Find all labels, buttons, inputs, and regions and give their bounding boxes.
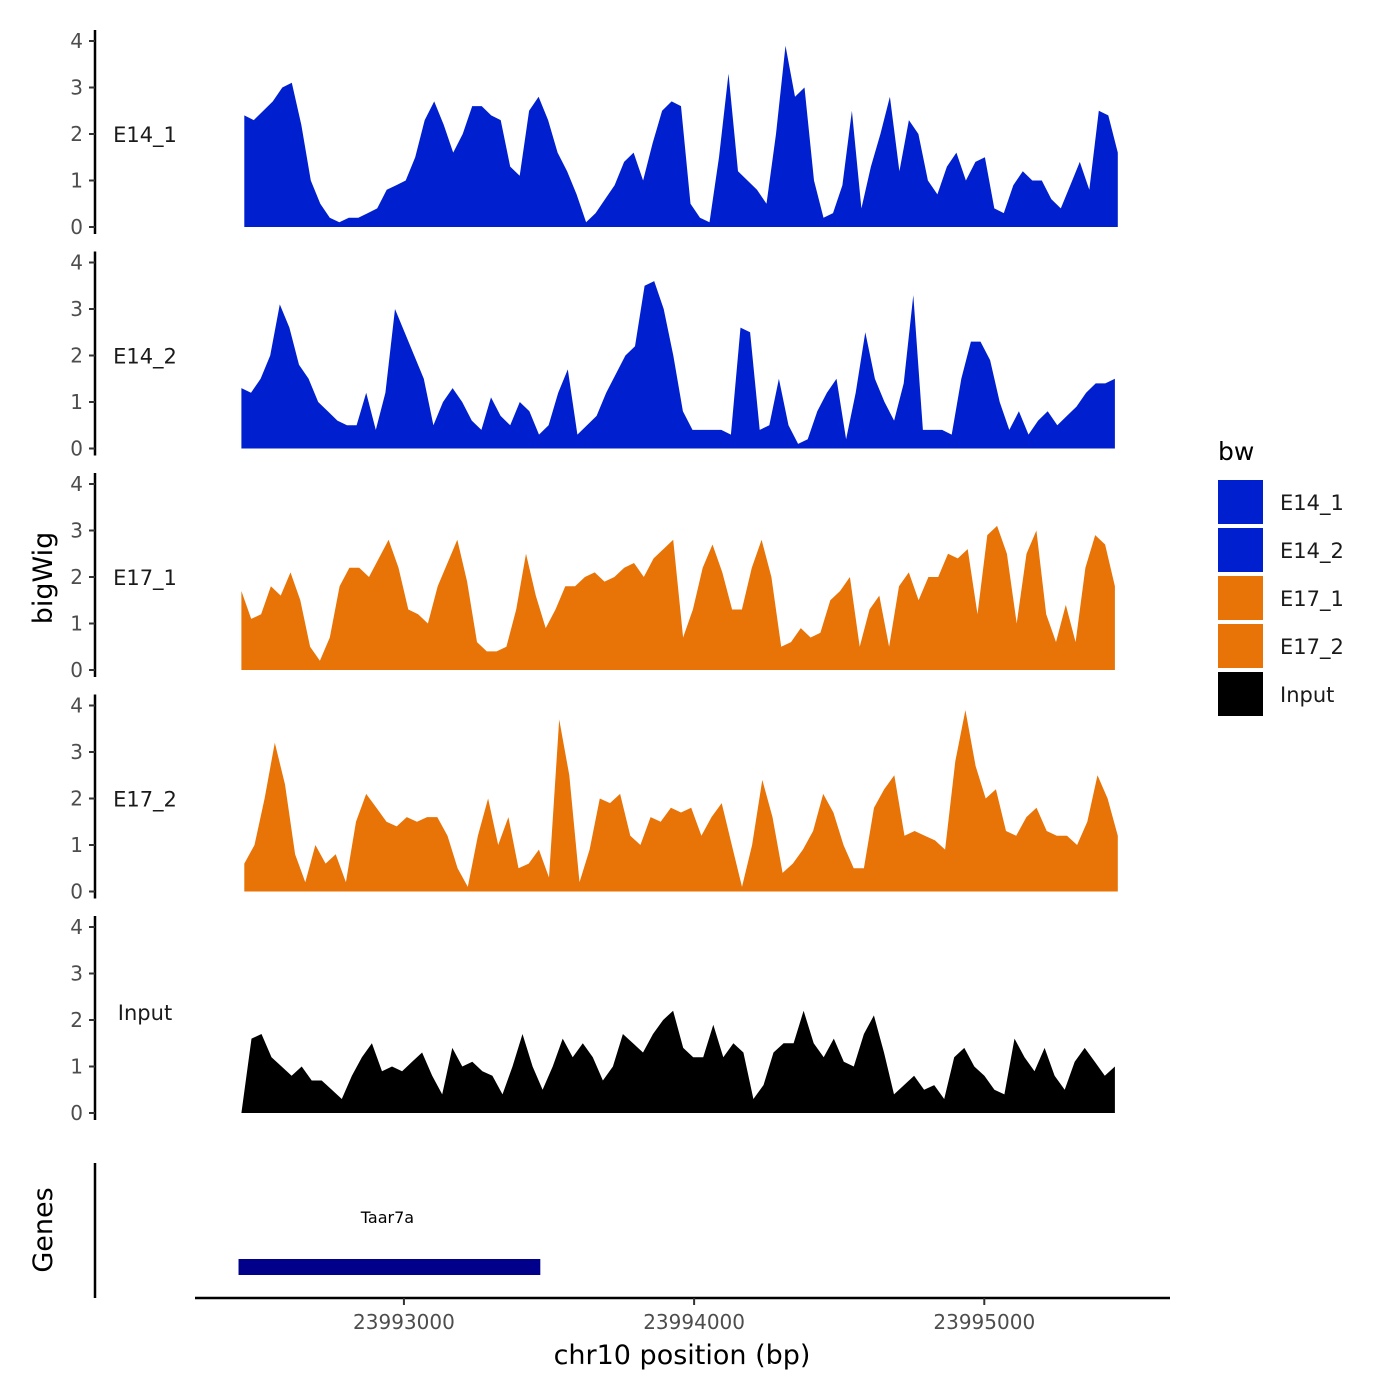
legend-key xyxy=(1218,528,1263,572)
legend: bw E14_1 E14_2 E17_1 E17_2 Input xyxy=(1218,437,1344,716)
x-tick-label: 23994000 xyxy=(643,1310,745,1334)
series-area-e14-1 xyxy=(244,45,1118,228)
gene-track-title: Genes xyxy=(28,1187,59,1272)
gene-track: Genes Taar7a xyxy=(28,1163,541,1298)
series-area-input xyxy=(241,1010,1115,1113)
gene-body xyxy=(238,1259,541,1275)
legend-title: bw xyxy=(1218,437,1254,466)
y-tick-label: 4 xyxy=(70,694,83,718)
y-tick-label: 1 xyxy=(70,390,83,414)
track-panel: 0 1 2 3 4 E14_1 xyxy=(70,29,1118,239)
y-tick-label: 2 xyxy=(70,1008,83,1032)
track-panel: 0 1 2 3 4 E17_2 xyxy=(70,694,1118,904)
y-tick-label: 4 xyxy=(70,915,83,939)
y-tick-label: 3 xyxy=(70,297,83,321)
y-tick-label: 3 xyxy=(70,740,83,764)
y-tick-label: 2 xyxy=(70,565,83,589)
y-tick-label: 0 xyxy=(70,437,83,461)
y-tick-label: 1 xyxy=(70,1055,83,1079)
track-panel: 0 1 2 3 4 E14_2 xyxy=(70,251,1115,461)
legend-label: E17_1 xyxy=(1280,587,1344,612)
legend-label: Input xyxy=(1280,683,1334,707)
legend-key xyxy=(1218,480,1263,524)
track-label: E17_2 xyxy=(113,788,177,813)
legend-label: E17_2 xyxy=(1280,635,1344,660)
legend-key xyxy=(1218,624,1263,668)
track-label: E17_1 xyxy=(113,566,177,591)
y-tick-label: 0 xyxy=(70,658,83,682)
y-tick-label: 4 xyxy=(70,251,83,275)
y-tick-label: 0 xyxy=(70,880,83,904)
y-tick-label: 4 xyxy=(70,472,83,496)
y-tick-label: 2 xyxy=(70,787,83,811)
y-tick-label: 1 xyxy=(70,612,83,636)
y-tick-label: 2 xyxy=(70,344,83,368)
y-tick-label: 4 xyxy=(70,29,83,53)
x-tick-label: 23995000 xyxy=(933,1310,1035,1334)
y-tick-label: 3 xyxy=(70,76,83,100)
gene-label: Taar7a xyxy=(360,1208,414,1227)
y-axis-title: bigWig xyxy=(28,532,59,625)
track-panel: 0 1 2 3 4 Input xyxy=(70,915,1115,1125)
x-axis-title: chr10 position (bp) xyxy=(554,1340,811,1371)
legend-key xyxy=(1218,672,1263,716)
track-panel: 0 1 2 3 4 E17_1 xyxy=(70,472,1115,682)
y-tick-label: 3 xyxy=(70,962,83,986)
series-area-e14-2 xyxy=(241,281,1115,449)
legend-label: E14_2 xyxy=(1280,539,1344,564)
legend-label: E14_1 xyxy=(1280,491,1344,516)
track-label: E14_1 xyxy=(113,123,177,148)
x-tick-label: 23993000 xyxy=(353,1310,455,1334)
y-tick-label: 3 xyxy=(70,519,83,543)
series-area-e17-2 xyxy=(244,710,1118,892)
y-tick-label: 1 xyxy=(70,833,83,857)
y-tick-label: 2 xyxy=(70,122,83,146)
track-label: Input xyxy=(118,1001,172,1025)
track-panels: 0 1 2 3 4 E14_1 0 1 2 3 4 E14_2 0 1 2 3 4 E17_1 0 1 2 3 4 E17_2… xyxy=(70,29,1118,1125)
x-axis: 23993000 23994000 23995000 xyxy=(195,1296,1170,1334)
y-tick-label: 0 xyxy=(70,1101,83,1125)
y-tick-label: 0 xyxy=(70,215,83,239)
track-label: E14_2 xyxy=(113,345,177,370)
series-area-e17-1 xyxy=(241,525,1115,670)
legend-key xyxy=(1218,576,1263,620)
y-tick-label: 1 xyxy=(70,169,83,193)
